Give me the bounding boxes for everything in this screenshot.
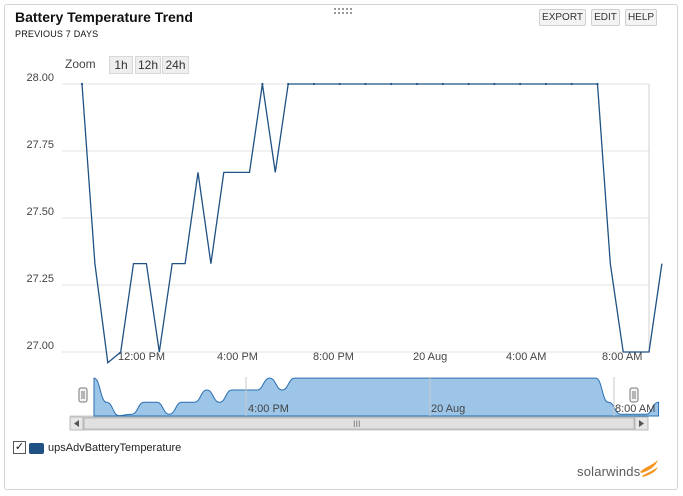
legend-swatch <box>29 443 44 454</box>
y-tick-label: 27.75 <box>26 139 54 151</box>
navigator-right-handle <box>629 387 639 403</box>
data-point <box>338 82 341 86</box>
export-button[interactable]: EXPORT <box>539 9 586 26</box>
legend-checkbox[interactable]: ✓ <box>13 441 26 454</box>
zoom-24h-button[interactable]: 24h <box>162 56 189 74</box>
navigator-tick-label: 4:00 PM <box>248 403 289 415</box>
x-tick-label: 4:00 PM <box>217 351 258 363</box>
data-point <box>415 82 419 86</box>
legend-label: upsAdvBatteryTemperature <box>48 442 182 454</box>
navigator[interactable]: 4:00 PM 20 Aug 8:00 AM III <box>69 375 660 431</box>
widget-subtitle: PREVIOUS 7 DAYS <box>15 29 99 39</box>
x-tick-label: 20 Aug <box>413 351 448 363</box>
scrollbar-grip: III <box>353 419 361 429</box>
drag-handle-icon[interactable] <box>334 8 354 16</box>
data-point <box>287 82 290 86</box>
y-tick-label: 27.25 <box>26 273 54 285</box>
data-point <box>80 82 84 86</box>
zoom-1h-button[interactable]: 1h <box>109 56 133 74</box>
x-tick-label: 8:00 PM <box>313 351 354 363</box>
scroll-right-arrow-icon <box>639 420 644 427</box>
x-tick-label: 8:00 AM <box>602 351 643 363</box>
series-line <box>81 83 663 364</box>
widget-title: Battery Temperature Trend <box>15 9 193 25</box>
y-tick-label: 27.00 <box>26 340 54 352</box>
navigator-area <box>93 377 660 417</box>
brand-logo: solarwinds <box>577 464 641 479</box>
data-point <box>390 82 393 86</box>
x-tick-label: 12:00 PM <box>118 351 166 363</box>
help-button[interactable]: HELP <box>625 9 657 26</box>
data-point <box>312 82 316 86</box>
data-point <box>493 82 496 86</box>
scroll-left-arrow-icon <box>74 420 79 427</box>
data-point <box>364 82 367 86</box>
x-tick-label: 4:00 AM <box>506 351 547 363</box>
navigator-tick-label: 8:00 AM <box>615 403 655 415</box>
solarwinds-flame-icon <box>640 460 658 477</box>
y-tick-label: 27.50 <box>26 206 54 218</box>
chart-grid <box>62 83 650 353</box>
data-point <box>441 82 444 86</box>
scrollbar-thumb <box>83 417 635 430</box>
data-point <box>467 82 470 86</box>
data-point <box>544 82 548 86</box>
zoom-label: Zoom <box>65 57 96 71</box>
data-point <box>596 82 599 86</box>
chart-series <box>80 82 663 364</box>
navigator-left-handle <box>78 387 88 403</box>
data-point <box>570 82 573 86</box>
y-tick-label: 28.00 <box>26 72 54 84</box>
data-point <box>261 82 264 86</box>
data-point <box>519 82 522 86</box>
navigator-tick-label: 20 Aug <box>431 403 465 415</box>
edit-button[interactable]: EDIT <box>591 9 620 26</box>
zoom-12h-button[interactable]: 12h <box>135 56 161 74</box>
